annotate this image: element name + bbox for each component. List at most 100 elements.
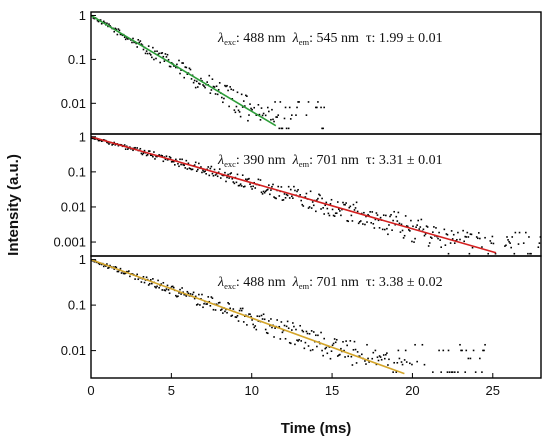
panel-annotation: λexc: 488 nm λem: 701 nm τ: 3.38 ± 0.02 <box>217 275 443 291</box>
data-point <box>185 159 188 162</box>
data-point <box>134 146 136 149</box>
data-point <box>271 326 273 329</box>
data-point <box>439 239 441 241</box>
data-point <box>184 66 187 68</box>
data-point <box>352 349 355 351</box>
data-point <box>322 207 324 209</box>
data-point <box>227 302 229 304</box>
data-point <box>211 297 214 300</box>
data-point <box>164 158 167 161</box>
data-point <box>291 195 293 198</box>
data-point <box>325 201 328 204</box>
data-point <box>408 229 410 231</box>
data-point <box>98 263 101 266</box>
data-point <box>196 86 199 88</box>
data-point <box>451 371 454 373</box>
data-point <box>120 272 123 274</box>
data-point <box>105 265 107 267</box>
data-point <box>155 155 157 158</box>
data-point <box>182 163 184 166</box>
data-point <box>482 349 484 352</box>
data-point <box>424 233 427 235</box>
data-point <box>123 36 126 39</box>
data-point <box>256 315 259 317</box>
data-point <box>235 181 238 184</box>
data-point <box>411 240 413 243</box>
data-point <box>233 182 236 185</box>
data-point <box>389 215 391 218</box>
data-point <box>211 78 214 80</box>
panel-annotation: λexc: 488 nm λem: 545 nm τ: 1.99 ± 0.01 <box>217 31 443 47</box>
data-point <box>357 222 360 225</box>
data-point <box>388 224 390 226</box>
data-point <box>264 190 267 193</box>
data-point <box>236 91 239 94</box>
data-point <box>288 197 291 199</box>
data-point <box>154 50 156 53</box>
data-point <box>328 214 331 217</box>
data-point <box>280 127 283 130</box>
data-point <box>183 293 186 296</box>
data-point <box>245 94 247 97</box>
data-point <box>194 161 197 164</box>
data-point <box>375 363 378 366</box>
data-point <box>409 230 411 232</box>
data-point <box>315 210 317 213</box>
annotation-subscript: em <box>299 37 310 47</box>
data-point <box>117 270 120 273</box>
y-tick-label: 0.1 <box>68 164 86 179</box>
data-point <box>156 155 158 158</box>
data-point <box>149 54 152 56</box>
data-point <box>258 315 261 318</box>
data-point <box>449 242 452 244</box>
data-point <box>137 39 140 41</box>
data-point <box>228 303 230 305</box>
data-point <box>397 211 400 214</box>
data-point <box>179 72 181 75</box>
data-point <box>266 188 269 191</box>
data-point <box>149 154 152 157</box>
data-point <box>359 220 362 222</box>
data-point <box>114 27 117 30</box>
data-point <box>117 144 120 147</box>
data-point <box>339 210 341 212</box>
data-point <box>224 310 226 313</box>
annotation-text: λ <box>292 31 299 46</box>
data-point <box>465 349 468 352</box>
data-point <box>464 371 467 373</box>
data-point <box>109 25 111 27</box>
data-point <box>224 84 226 87</box>
data-point <box>216 93 219 96</box>
data-point <box>405 361 408 363</box>
data-point <box>166 53 169 56</box>
data-point <box>258 113 261 116</box>
data-point <box>94 138 97 140</box>
data-point <box>346 344 348 347</box>
data-point <box>427 245 430 247</box>
data-point <box>160 52 163 55</box>
data-point <box>379 356 382 358</box>
data-point <box>460 349 462 352</box>
data-point <box>208 174 211 177</box>
data-point <box>529 252 531 255</box>
data-point <box>297 188 299 191</box>
data-point <box>106 22 108 25</box>
data-point <box>370 221 372 224</box>
data-point <box>311 201 314 203</box>
data-point <box>457 371 459 373</box>
data-point <box>252 185 254 188</box>
data-point <box>484 236 486 239</box>
data-point <box>212 174 215 177</box>
data-point <box>309 190 312 193</box>
data-point <box>299 194 301 196</box>
data-point <box>278 127 281 130</box>
data-point <box>352 203 355 206</box>
data-point <box>230 172 233 174</box>
data-point <box>413 241 415 243</box>
fit-line <box>91 14 277 127</box>
data-point <box>300 199 303 202</box>
data-point <box>459 238 461 241</box>
data-point <box>270 189 272 191</box>
data-point <box>253 326 255 329</box>
